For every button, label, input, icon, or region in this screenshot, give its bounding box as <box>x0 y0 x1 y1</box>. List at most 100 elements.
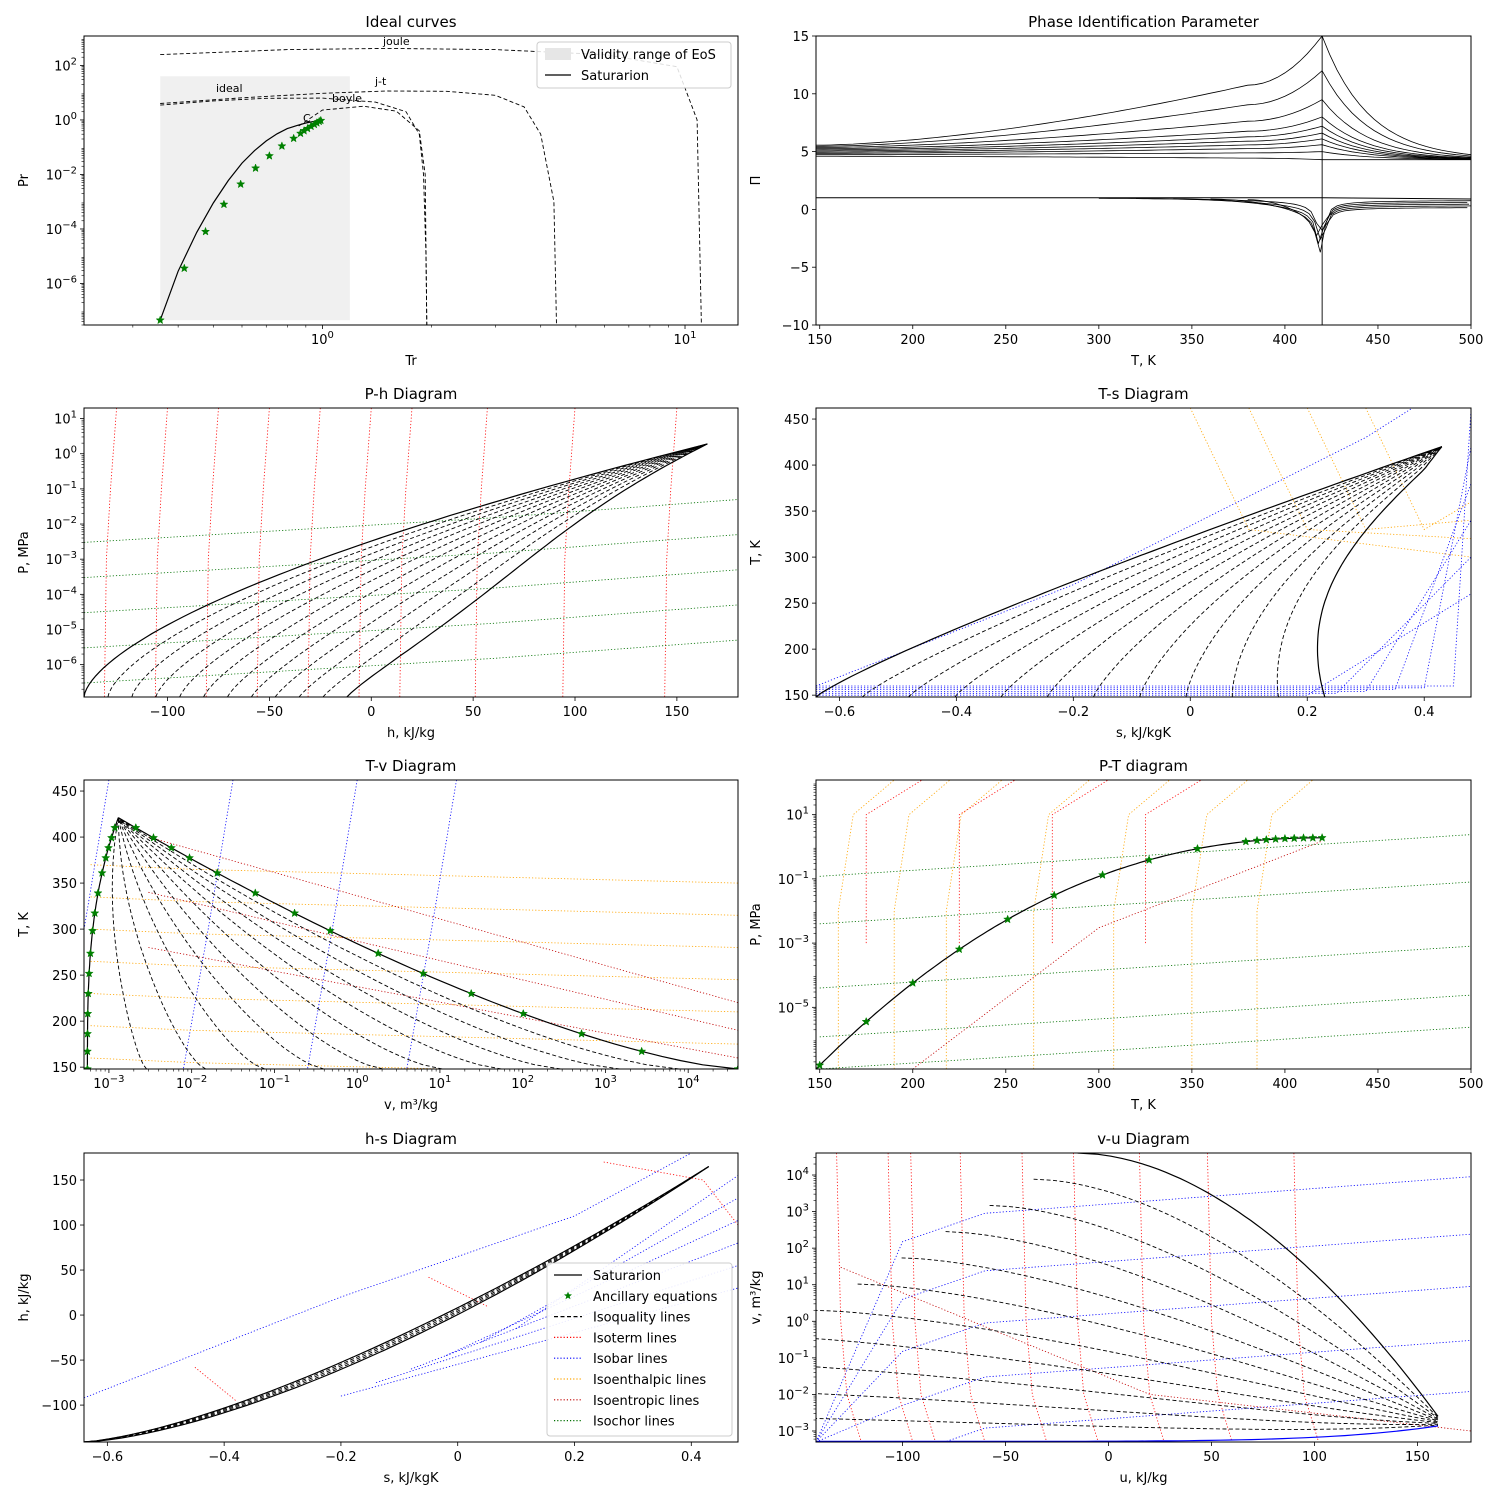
isoquality-line <box>1000 446 1442 697</box>
isoquality-line <box>84 1166 710 1442</box>
legend-label: Isoquality lines <box>593 1311 691 1326</box>
y-tick-label: 150 <box>52 1061 77 1076</box>
legend-label: Ancillary equations <box>593 1290 718 1305</box>
legend-swatch-validity <box>545 48 571 60</box>
isoenthalpic-line <box>1306 408 1471 530</box>
ancillary-marker <box>576 1028 587 1038</box>
isoquality-line <box>118 817 620 1069</box>
x-tick-label: −100 <box>885 1450 921 1465</box>
y-tick-label: 350 <box>784 505 809 520</box>
chart-title: P-T diagram <box>1099 757 1188 775</box>
pip-liquid-curve <box>816 138 1471 160</box>
ancillary-marker <box>1289 833 1299 843</box>
x-tick-label: 150 <box>664 705 689 720</box>
x-tick-label: 300 <box>1086 333 1111 348</box>
plot-area-pt <box>816 780 1471 1069</box>
isotherm-line <box>1293 1153 1319 1442</box>
axes-frame <box>815 779 1472 1070</box>
isochor-line <box>84 639 738 684</box>
panel-vu: v-u Diagram u, kJ/kg v, m³/kg −100 −50 0 50 100… <box>749 1130 1472 1486</box>
ancillary-marker <box>1097 870 1108 879</box>
legend: Validity range of EoS Saturarion <box>536 41 732 89</box>
isoquality-line <box>84 1166 710 1442</box>
ancillary-marker <box>264 151 275 160</box>
legend-box <box>546 1262 733 1437</box>
isoquality-line <box>298 443 708 697</box>
x-tick-label: −0.2 <box>325 1450 357 1465</box>
y-tick-label: 10−3 <box>778 1422 809 1440</box>
isochor-line <box>84 569 738 614</box>
x-tick-label: 101 <box>428 1074 451 1092</box>
pip-vapor-branch-curve <box>1173 198 1470 245</box>
ancillary-marker <box>466 988 476 998</box>
x-tick-label: 10−2 <box>176 1074 207 1092</box>
isochor-line <box>84 499 738 543</box>
ideal-curve-joule <box>160 47 702 325</box>
ancillary-marker <box>289 908 300 918</box>
isoquality-line <box>322 443 708 697</box>
y-axis-label: h, kJ/kg <box>17 1273 32 1321</box>
y-tick-label: 101 <box>786 1276 809 1294</box>
y-tick-label: 5 <box>801 146 809 161</box>
curve-annotation: ideal <box>216 82 243 95</box>
ancillary-marker <box>1298 833 1309 842</box>
pip-vapor-branch-curve <box>1136 198 1471 241</box>
x-axis-label: s, kJ/kgK <box>1116 726 1172 741</box>
ancillary-marker <box>236 179 246 189</box>
validity-range-area <box>160 76 350 321</box>
isotherm-line <box>603 1161 738 1226</box>
isoquality-line <box>111 817 147 1069</box>
isoquality-line <box>816 1393 1439 1425</box>
y-tick-label: 100 <box>54 445 77 463</box>
ancillary-marker <box>1192 843 1203 853</box>
x-tick-label: −0.6 <box>92 1450 124 1465</box>
isoquality-line <box>1231 446 1443 697</box>
isoquality-line <box>84 1166 710 1442</box>
x-axis-label: h, kJ/kg <box>387 726 435 741</box>
ideal-curve-boyle <box>298 105 428 325</box>
x-axis-label: Tr <box>404 354 417 369</box>
y-tick-label: 300 <box>52 923 77 938</box>
y-axis-label: P, MPa <box>17 531 32 574</box>
isobar-line <box>307 780 358 1069</box>
plot-area-pip <box>816 36 1471 325</box>
isotherm-line <box>1207 1153 1233 1442</box>
x-tick-label: 200 <box>900 1077 925 1092</box>
y-tick-label: 150 <box>52 1174 77 1189</box>
x-axis-label: T, K <box>1130 354 1156 369</box>
isoenthalpic-line <box>90 1025 738 1045</box>
x-tick-label: 0 <box>1104 1450 1112 1465</box>
y-tick-label: 450 <box>784 413 809 428</box>
isotherm-line <box>664 408 678 697</box>
y-tick-label: 10−3 <box>778 934 809 952</box>
y-tick-label: 10−2 <box>46 165 77 183</box>
x-tick-label: 100 <box>311 330 334 348</box>
ideal-curve-ideal <box>160 97 428 325</box>
ancillary-marker <box>954 944 964 954</box>
legend-label: Saturarion <box>581 69 649 84</box>
x-tick-label: 100 <box>346 1074 369 1092</box>
ancillary-marker <box>418 968 428 978</box>
y-tick-label: 0 <box>69 1309 77 1324</box>
isotherm-line <box>154 408 168 697</box>
x-tick-label: 103 <box>594 1074 617 1092</box>
y-tick-label: 250 <box>784 597 809 612</box>
isoentropic-line <box>912 840 1323 1069</box>
isobar-line <box>183 780 234 1069</box>
isoquality-line <box>117 817 502 1069</box>
x-tick-label: −50 <box>992 1450 1019 1465</box>
y-tick-label: 100 <box>786 1312 809 1330</box>
ancillary-marker <box>184 852 195 862</box>
y-tick-label: 102 <box>54 56 77 74</box>
isoquality-line <box>250 443 708 697</box>
ancillary-marker <box>84 988 93 998</box>
isotherm-line <box>428 1276 488 1307</box>
ancillary-marker <box>90 908 100 918</box>
isobar-line <box>84 1153 692 1399</box>
isoquality-line <box>117 817 206 1069</box>
isotherm-line <box>887 1153 914 1442</box>
y-tick-label: 104 <box>786 1166 809 1184</box>
ancillary-marker <box>1241 836 1251 846</box>
x-tick-label: 0 <box>454 1450 462 1465</box>
isotherm-line <box>1145 780 1202 944</box>
